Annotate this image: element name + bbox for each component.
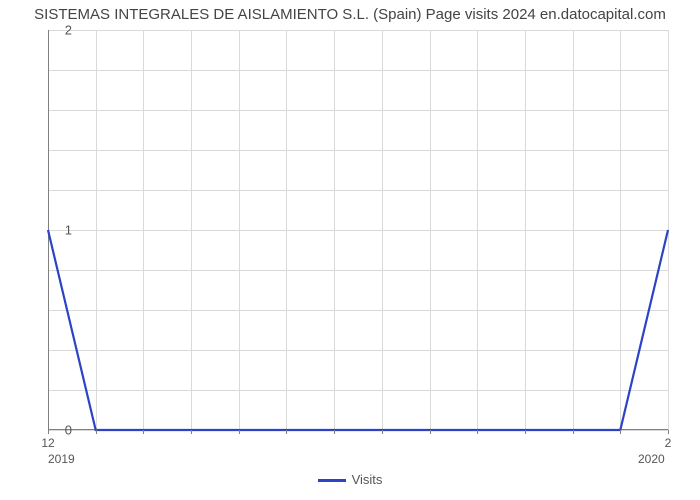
x-minor-tick <box>48 430 49 434</box>
x-minor-tick <box>143 430 144 434</box>
grid-v <box>668 30 669 430</box>
x-minor-tick <box>96 430 97 434</box>
x-minor-tick <box>620 430 621 434</box>
legend-label: Visits <box>352 472 383 487</box>
series-layer <box>48 30 668 430</box>
x-minor-tick <box>286 430 287 434</box>
x-minor-tick <box>191 430 192 434</box>
chart-container: { "chart": { "type": "line", "title": "S… <box>0 0 700 500</box>
x-minor-tick <box>668 430 669 434</box>
x-minor-tick <box>239 430 240 434</box>
x-minor-tick <box>525 430 526 434</box>
x-minor-tick <box>382 430 383 434</box>
x-minor-tick <box>334 430 335 434</box>
x-minor-tick <box>573 430 574 434</box>
x-tick-label: 2 <box>665 436 672 450</box>
legend: Visits <box>0 472 700 487</box>
y-tick-label: 2 <box>65 23 72 38</box>
series-visits-line <box>48 230 668 430</box>
x-secondary-label: 2020 <box>638 452 665 466</box>
x-minor-tick <box>477 430 478 434</box>
x-secondary-label: 2019 <box>48 452 75 466</box>
plot-area <box>48 30 668 430</box>
y-tick-label: 0 <box>65 423 72 438</box>
chart-title: SISTEMAS INTEGRALES DE AISLAMIENTO S.L. … <box>0 6 700 23</box>
x-minor-tick <box>430 430 431 434</box>
x-tick-label: 12 <box>41 436 54 450</box>
legend-swatch <box>318 479 346 482</box>
y-tick-label: 1 <box>65 223 72 238</box>
